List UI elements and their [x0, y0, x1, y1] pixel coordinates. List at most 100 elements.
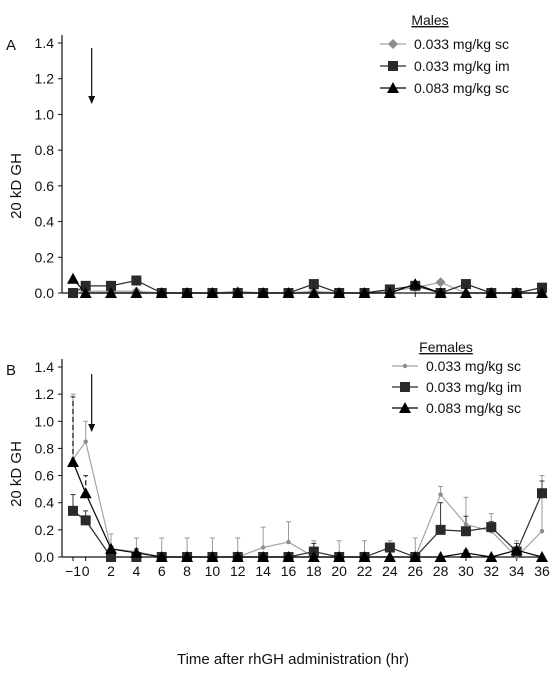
- legend-marker: [402, 363, 408, 369]
- panel-label: A: [6, 37, 16, 54]
- data-point: [434, 551, 447, 562]
- data-point: [131, 275, 142, 286]
- legend-marker: [400, 382, 410, 392]
- data-point: [282, 287, 295, 298]
- legend-label: 0.033 mg/kg im: [414, 58, 510, 74]
- legend-item: 0.033 mg/kg im: [392, 379, 522, 395]
- data-point: [384, 542, 395, 553]
- data-point: [257, 551, 270, 562]
- series-line: [72, 278, 542, 294]
- data-point: [307, 287, 320, 298]
- series-line: [72, 461, 543, 558]
- series-3: [67, 456, 548, 562]
- data-point: [435, 524, 446, 535]
- data-point: [68, 505, 78, 516]
- data-point: [485, 287, 498, 298]
- data-point: [434, 287, 447, 298]
- x-tick-label: 2: [107, 563, 115, 579]
- data-point: [106, 552, 117, 562]
- data-point: [539, 529, 545, 534]
- data-point: [333, 287, 346, 298]
- data-point: [231, 551, 244, 562]
- y-axis-label: 20 kD GH: [8, 441, 25, 507]
- legend-marker: [388, 39, 398, 49]
- y-tick-label: 1.4: [35, 359, 55, 375]
- legend-label: 0.083 mg/kg sc: [414, 80, 509, 96]
- data-point: [80, 280, 91, 291]
- y-tick-label: 0.8: [35, 142, 55, 158]
- data-point: [68, 288, 78, 298]
- series-2: [68, 488, 547, 562]
- x-tick-label: 16: [281, 563, 297, 579]
- data-point: [409, 278, 422, 290]
- x-tick-label: 32: [484, 563, 500, 579]
- x-tick-label: 30: [458, 563, 474, 579]
- data-point: [67, 272, 79, 284]
- legend-label: 0.083 mg/kg sc: [426, 400, 521, 416]
- series-1: [70, 439, 545, 560]
- panel-label: B: [6, 362, 16, 379]
- legend-marker: [387, 82, 399, 93]
- legend: 0.033 mg/kg sc 0.033 mg/kg im 0.083 mg/kg …: [392, 358, 522, 416]
- legend-title: Females: [419, 339, 473, 355]
- series-line: [72, 492, 543, 558]
- legend-marker: [399, 402, 411, 413]
- data-point: [155, 551, 168, 562]
- y-tick-label: 0.4: [35, 214, 55, 230]
- data-point: [181, 287, 194, 298]
- data-point: [460, 526, 471, 537]
- legend-label: 0.033 mg/kg sc: [414, 36, 509, 52]
- data-point: [459, 287, 472, 298]
- y-tick-label: 0.0: [35, 285, 55, 301]
- x-tick-label: 0: [82, 563, 90, 579]
- data-point: [460, 279, 471, 290]
- x-tick-label: 28: [433, 563, 449, 579]
- data-point: [231, 287, 244, 298]
- data-point: [537, 488, 547, 499]
- data-point: [358, 551, 371, 562]
- x-tick-label: 34: [509, 563, 525, 579]
- data-point: [536, 551, 548, 562]
- plot-area: 0.0 0.2 0.4 0.6 0.8 1.0 1.2 1.4: [35, 35, 548, 301]
- x-tick-label: 18: [306, 563, 322, 579]
- legend-item: 0.033 mg/kg sc: [380, 36, 509, 52]
- data-point: [409, 551, 422, 562]
- x-tick-label: −1: [65, 563, 81, 579]
- y-tick-label: 0.6: [35, 178, 55, 194]
- data-point: [286, 539, 291, 545]
- legend-item: 0.083 mg/kg sc: [392, 400, 521, 416]
- y-tick-label: 0.0: [35, 549, 55, 565]
- data-point: [510, 544, 523, 556]
- data-point: [130, 287, 143, 298]
- plot-area: 0.00.20.40.60.81.01.21.4−1 0 2 4 6 8 10 12 14 16 1…: [35, 359, 550, 579]
- data-point: [510, 287, 523, 298]
- y-tick-label: 1.2: [35, 71, 55, 87]
- y-tick-label: 1.0: [35, 413, 55, 429]
- y-axis-label: 20 kD GH: [8, 153, 25, 219]
- data-point: [79, 287, 92, 298]
- data-point: [463, 522, 469, 527]
- legend-item: 0.033 mg/kg im: [380, 58, 510, 74]
- administration-arrow-head: [88, 96, 96, 104]
- data-point: [130, 546, 143, 558]
- legend: 0.033 mg/kg sc 0.033 mg/kg im 0.083 mg/kg …: [380, 36, 510, 96]
- data-point: [333, 551, 346, 562]
- x-tick-label: 10: [205, 563, 221, 579]
- y-tick-label: 0.2: [35, 249, 55, 265]
- data-point: [257, 287, 270, 298]
- data-point: [79, 487, 92, 499]
- x-axis-label: Time after rhGH administration (hr): [177, 651, 409, 668]
- data-point: [80, 515, 91, 526]
- data-point: [155, 287, 168, 298]
- data-point: [105, 542, 118, 554]
- y-tick-label: 0.8: [35, 440, 55, 456]
- data-point: [486, 522, 497, 533]
- x-tick-label: 6: [158, 563, 166, 579]
- x-tick-label: 26: [407, 563, 423, 579]
- administration-arrow-head: [88, 424, 96, 432]
- y-tick-label: 0.2: [35, 522, 55, 538]
- data-point: [536, 287, 548, 298]
- y-tick-label: 1.0: [35, 106, 55, 122]
- y-tick-label: 1.4: [35, 35, 55, 51]
